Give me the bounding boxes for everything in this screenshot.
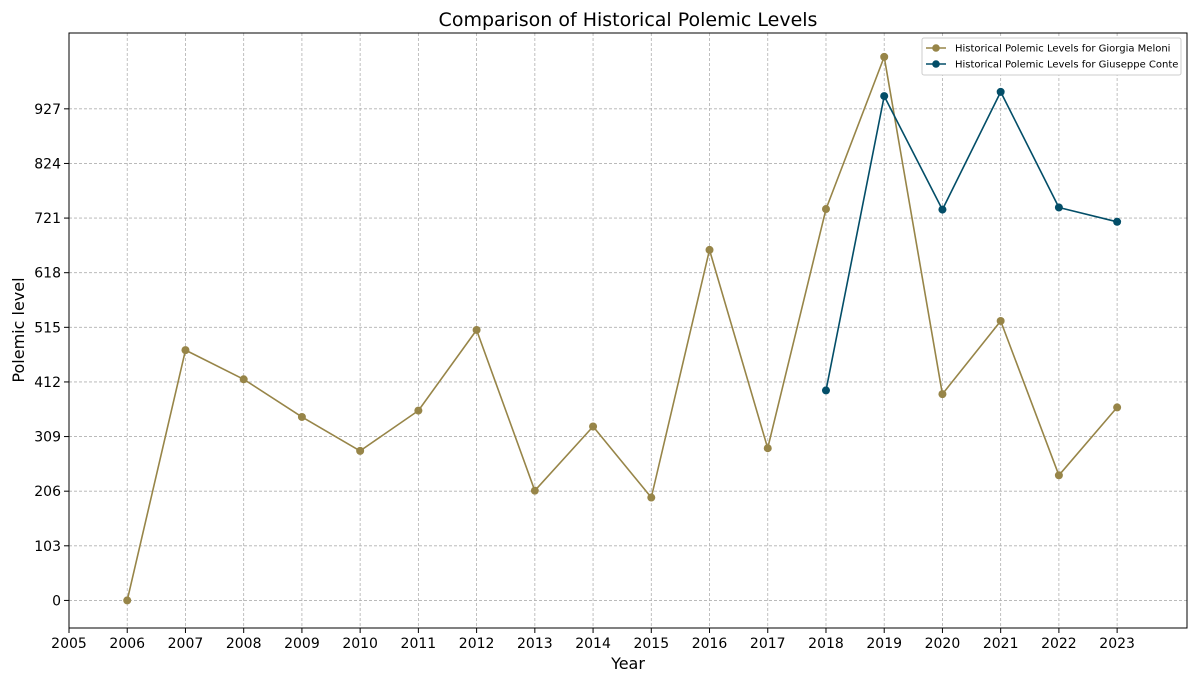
y-tick-label: 103	[34, 539, 61, 555]
chart-title: Comparison of Historical Polemic Levels	[439, 9, 818, 31]
legend-box	[921, 37, 1182, 76]
x-tick-label: 2013	[517, 636, 553, 652]
data-point	[880, 92, 889, 101]
plot-area-frame	[68, 32, 1188, 629]
data-point	[821, 386, 830, 395]
series	[123, 52, 1122, 605]
y-tick-label: 927	[34, 102, 61, 118]
data-point	[472, 325, 481, 334]
legend-marker-meloni	[932, 44, 940, 52]
x-tick-label: 2020	[925, 636, 961, 652]
data-point	[705, 245, 714, 254]
series-line	[126, 56, 1118, 601]
data-point	[996, 87, 1005, 96]
legend-marker-conte	[932, 60, 940, 68]
data-point	[996, 316, 1005, 325]
grid	[68, 33, 1187, 628]
data-point	[647, 493, 656, 502]
y-tick-label: 206	[34, 484, 61, 500]
legend: Historical Polemic Levels for Giorgia Me…	[921, 37, 1182, 76]
data-point	[589, 422, 598, 431]
data-point	[414, 406, 423, 415]
data-point	[821, 205, 830, 214]
axis-ticks: 2005 2006 2007 2008 2009 2010 2011 2012 2013 2014…	[34, 102, 1135, 652]
x-axis-title: Year	[610, 654, 645, 673]
x-tick-label: 2011	[401, 636, 437, 652]
legend-label-conte: Historical Polemic Levels for Giuseppe C…	[955, 60, 1178, 71]
y-tick-label: 515	[34, 320, 61, 336]
x-tick-label: 2016	[692, 636, 728, 652]
x-tick-label: 2009	[284, 636, 320, 652]
data-point	[763, 444, 772, 453]
x-tick-label: 2012	[459, 636, 495, 652]
data-point	[1054, 471, 1063, 480]
x-tick-label: 2005	[51, 636, 87, 652]
x-tick-label: 2021	[983, 636, 1019, 652]
y-tick-label: 824	[34, 156, 61, 172]
data-point	[530, 486, 539, 495]
x-tick-label: 2023	[1099, 636, 1135, 652]
x-tick-label: 2008	[226, 636, 262, 652]
x-tick-label: 2010	[342, 636, 378, 652]
data-point	[880, 52, 889, 61]
data-point	[1054, 203, 1063, 212]
legend-label-meloni: Historical Polemic Levels for Giorgia Me…	[955, 44, 1170, 55]
series-line	[825, 91, 1118, 391]
series-0	[123, 52, 1122, 605]
data-point	[239, 375, 248, 384]
x-tick-label: 2007	[168, 636, 204, 652]
y-tick-label: 618	[34, 266, 61, 282]
y-tick-label: 412	[34, 375, 61, 391]
y-axis-title: Polemic level	[9, 277, 28, 382]
data-point	[356, 446, 365, 455]
x-tick-label: 2019	[866, 636, 902, 652]
y-tick-label: 721	[34, 211, 61, 227]
x-tick-label: 2017	[750, 636, 786, 652]
y-tick-label: 0	[52, 593, 61, 609]
data-point	[938, 390, 947, 399]
x-tick-label: 2022	[1041, 636, 1077, 652]
x-tick-label: 2006	[109, 636, 145, 652]
x-tick-label: 2014	[575, 636, 611, 652]
y-tick-label: 309	[34, 430, 61, 446]
data-point	[123, 596, 132, 605]
series-1	[821, 87, 1122, 395]
data-point	[1113, 217, 1122, 226]
data-point	[297, 412, 306, 421]
x-tick-label: 2015	[633, 636, 669, 652]
data-point	[1113, 403, 1122, 412]
data-point	[938, 205, 947, 214]
x-tick-label: 2018	[808, 636, 844, 652]
data-point	[181, 346, 190, 355]
